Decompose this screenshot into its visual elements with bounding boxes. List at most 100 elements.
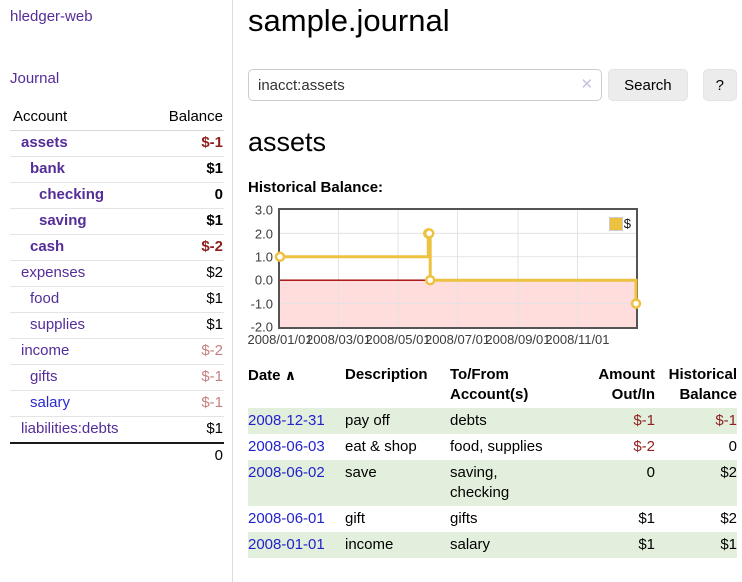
accounts-header-balance: Balance — [149, 106, 224, 131]
account-balance: $-1 — [201, 368, 223, 385]
clear-search-icon[interactable]: ✕ — [581, 75, 594, 93]
account-link[interactable]: salary — [30, 394, 70, 411]
account-balance-cell: $1 — [149, 313, 224, 339]
sidebar: hledger-web Journal Account Balance asse… — [0, 0, 233, 582]
account-balance-cell: $-2 — [149, 235, 224, 261]
date-cell: 2008-06-02 — [248, 460, 345, 506]
sort-asc-icon: ∧ — [285, 367, 296, 383]
account-balance: $1 — [206, 290, 223, 307]
y-tick-label: -1.0 — [251, 296, 273, 311]
account-row: bank $1 — [10, 157, 224, 183]
x-tick-label: 2008/11/01 — [545, 332, 609, 347]
account-row: expenses $2 — [10, 261, 224, 287]
account-balance: $-2 — [201, 238, 223, 255]
account-row: saving $1 — [10, 209, 224, 235]
account-name-cell: income — [10, 339, 149, 365]
date-link[interactable]: 2008-06-02 — [248, 464, 325, 481]
accounts-body: assets $-1 bank $1 checking 0 saving $1 cash $-2 e… — [10, 131, 224, 444]
account-link[interactable]: cash — [30, 238, 64, 255]
account-balance-cell: $-1 — [149, 131, 224, 157]
amount-cell: $1 — [560, 532, 655, 558]
account-balance-cell: $-1 — [149, 391, 224, 417]
sidebar-item-journal[interactable]: Journal — [10, 70, 224, 87]
account-name-cell: gifts — [10, 365, 149, 391]
account-balance: $-2 — [201, 342, 223, 359]
account-link[interactable]: bank — [30, 160, 65, 177]
series-swatch-icon — [609, 217, 623, 231]
account-link[interactable]: saving — [39, 212, 87, 229]
accounts-total-balance: 0 — [149, 443, 224, 469]
register-body: 2008-12-31pay offdebts$-1$-12008-06-03ea… — [248, 408, 737, 558]
account-link[interactable]: checking — [39, 186, 104, 203]
chart-x-axis: 2008/01/012008/03/012008/05/012008/07/01… — [280, 329, 737, 347]
account-balance: $1 — [206, 316, 223, 333]
register-row: 2008-01-01incomesalary$1$1 — [248, 532, 737, 558]
balance-cell: $1 — [655, 532, 737, 558]
account-row: assets $-1 — [10, 131, 224, 157]
y-tick-label: 3.0 — [255, 203, 273, 218]
register-row: 2008-06-03eat & shopfood, supplies$-20 — [248, 434, 737, 460]
account-name-cell: saving — [10, 209, 149, 235]
accounts-cell: salary — [450, 532, 560, 558]
account-link[interactable]: liabilities:debts — [21, 420, 119, 437]
account-link[interactable]: food — [30, 290, 59, 307]
account-balance: 0 — [215, 186, 223, 203]
account-name-cell: food — [10, 287, 149, 313]
x-tick-label: 2008/09/01 — [485, 332, 550, 347]
col-amount: Amount Out/In — [560, 363, 655, 408]
account-balance-cell: $2 — [149, 261, 224, 287]
register-row: 2008-06-02savesaving, checking0$2 — [248, 460, 737, 506]
account-link[interactable]: assets — [21, 134, 68, 151]
account-balance: $-1 — [201, 394, 223, 411]
help-button[interactable]: ? — [703, 69, 737, 101]
account-name-cell: expenses — [10, 261, 149, 287]
date-link[interactable]: 2008-06-01 — [248, 510, 325, 527]
register-row: 2008-06-01giftgifts$1$2 — [248, 506, 737, 532]
series-label: $ — [624, 216, 631, 231]
main-content: sample.journal ✕ Search ? assets Histori… — [248, 0, 737, 558]
search-button[interactable]: Search — [608, 69, 688, 101]
col-description: Description — [345, 363, 450, 408]
amount-cell: 0 — [560, 460, 655, 506]
account-balance-cell: $1 — [149, 157, 224, 183]
account-link[interactable]: income — [21, 342, 69, 359]
account-balance-cell: $1 — [149, 287, 224, 313]
col-date-label: Date — [248, 367, 281, 384]
date-link[interactable]: 2008-01-01 — [248, 536, 325, 553]
accounts-table: Account Balance assets $-1 bank $1 checking 0… — [10, 106, 224, 469]
accounts-header-account: Account — [10, 106, 149, 131]
account-link[interactable]: supplies — [30, 316, 85, 333]
account-row: cash $-2 — [10, 235, 224, 261]
register-header-row: Date ∧ Description To/From Account(s) Am… — [248, 363, 737, 408]
balance-cell: $-1 — [655, 408, 737, 434]
date-link[interactable]: 2008-12-31 — [248, 412, 325, 429]
register-table: Date ∧ Description To/From Account(s) Am… — [248, 363, 737, 558]
historical-balance-chart: 3.02.01.00.0-1.0-2.0 $ 2008/01/012008/03… — [248, 208, 737, 347]
date-link[interactable]: 2008-06-03 — [248, 438, 325, 455]
account-link[interactable]: gifts — [30, 368, 58, 385]
account-link[interactable]: expenses — [21, 264, 85, 281]
account-balance: $1 — [206, 212, 223, 229]
account-name-cell: cash — [10, 235, 149, 261]
search-bar: ✕ Search ? — [248, 69, 737, 101]
accounts-cell: food, supplies — [450, 434, 560, 460]
account-row: liabilities:debts $1 — [10, 417, 224, 444]
account-row: supplies $1 — [10, 313, 224, 339]
account-balance-cell: 0 — [149, 183, 224, 209]
date-cell: 2008-12-31 — [248, 408, 345, 434]
description-cell: gift — [345, 506, 450, 532]
account-balance-cell: $-2 — [149, 339, 224, 365]
date-cell: 2008-06-01 — [248, 506, 345, 532]
account-row: gifts $-1 — [10, 365, 224, 391]
description-cell: income — [345, 532, 450, 558]
accounts-total-spacer — [10, 443, 149, 469]
description-cell: pay off — [345, 408, 450, 434]
brand-link[interactable]: hledger-web — [10, 8, 224, 25]
account-balance: $1 — [206, 420, 223, 437]
col-date[interactable]: Date ∧ — [248, 363, 345, 408]
chart-canvas — [280, 210, 636, 327]
balance-cell: $2 — [655, 506, 737, 532]
chart-plot-area: $ — [278, 208, 638, 329]
search-input[interactable] — [248, 69, 602, 101]
account-name-cell: bank — [10, 157, 149, 183]
